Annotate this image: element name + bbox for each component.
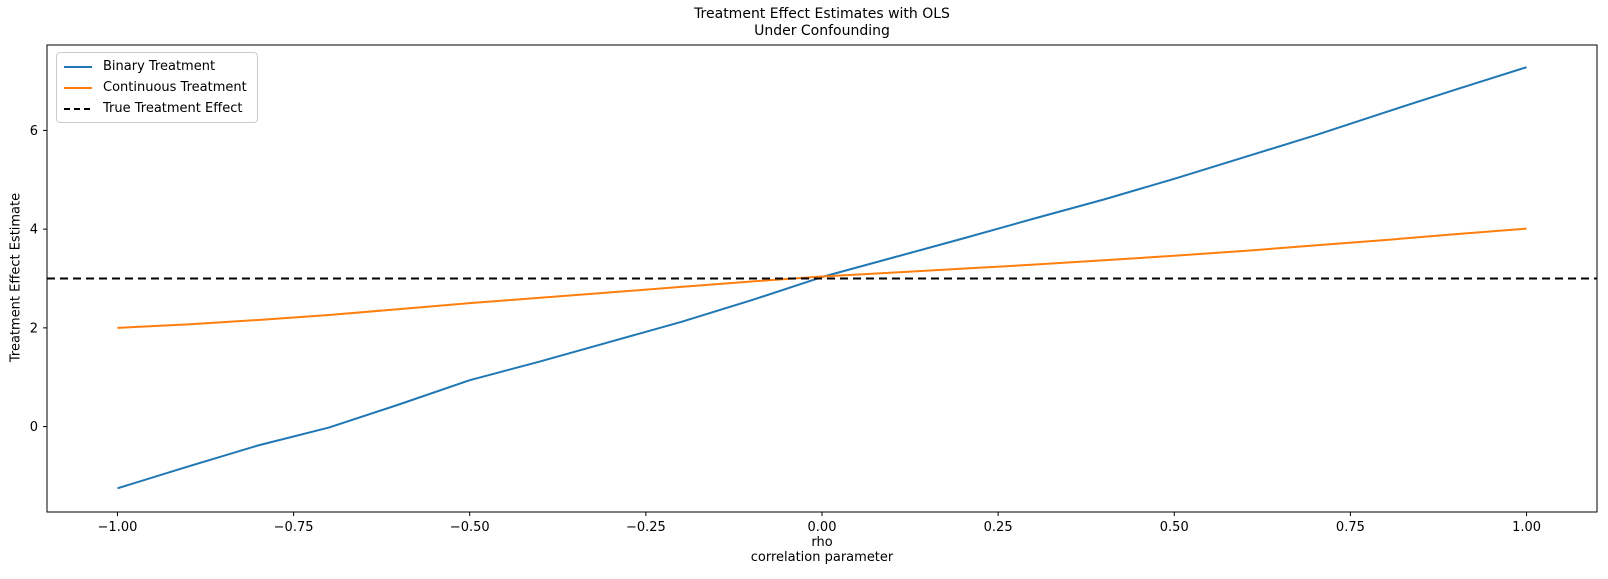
legend-item-label: Continuous Treatment [103,80,247,95]
x-tick-label: 1.00 [1512,520,1541,535]
x-tick-label: −0.75 [274,520,314,535]
chart-title: Treatment Effect Estimates with OLS Unde… [47,6,1597,40]
x-tick-label: 0.25 [984,520,1013,535]
legend-item: True Treatment Effect [63,100,247,117]
legend-item-label: True Treatment Effect [103,101,243,116]
x-tick-label: 0.50 [1160,520,1189,535]
x-tick-label: −1.00 [98,520,138,535]
x-tick-label: −0.50 [450,520,490,535]
chart-title-line2: Under Confounding [754,23,890,39]
series-line-continuous-treatment [117,227,1527,329]
legend: Binary Treatment Continuous Treatment True… [56,52,258,123]
x-tick-label: 0.00 [808,520,837,535]
y-tick-label: 0 [30,420,38,435]
legend-item: Continuous Treatment [63,79,247,96]
y-axis-label: Treatment Effect Estimate [8,192,24,363]
legend-line-sample [64,86,92,89]
legend-item: Binary Treatment [63,58,247,75]
legend-line-sample [64,107,92,110]
x-axis-label: rho correlation parameter [47,535,1597,565]
legend-item-label: Binary Treatment [103,59,216,74]
y-tick-label: 6 [30,124,38,139]
x-axis-label-line2: correlation parameter [750,549,894,565]
x-axis-label-line1: rho [811,535,833,550]
y-tick-label: 2 [30,321,38,336]
legend-line-sample [64,65,92,68]
x-tick-label: 0.75 [1336,520,1365,535]
y-tick-label: 4 [30,223,38,238]
x-tick-label: −0.25 [626,520,666,535]
chart-title-line1: Treatment Effect Estimates with OLS [694,6,950,22]
